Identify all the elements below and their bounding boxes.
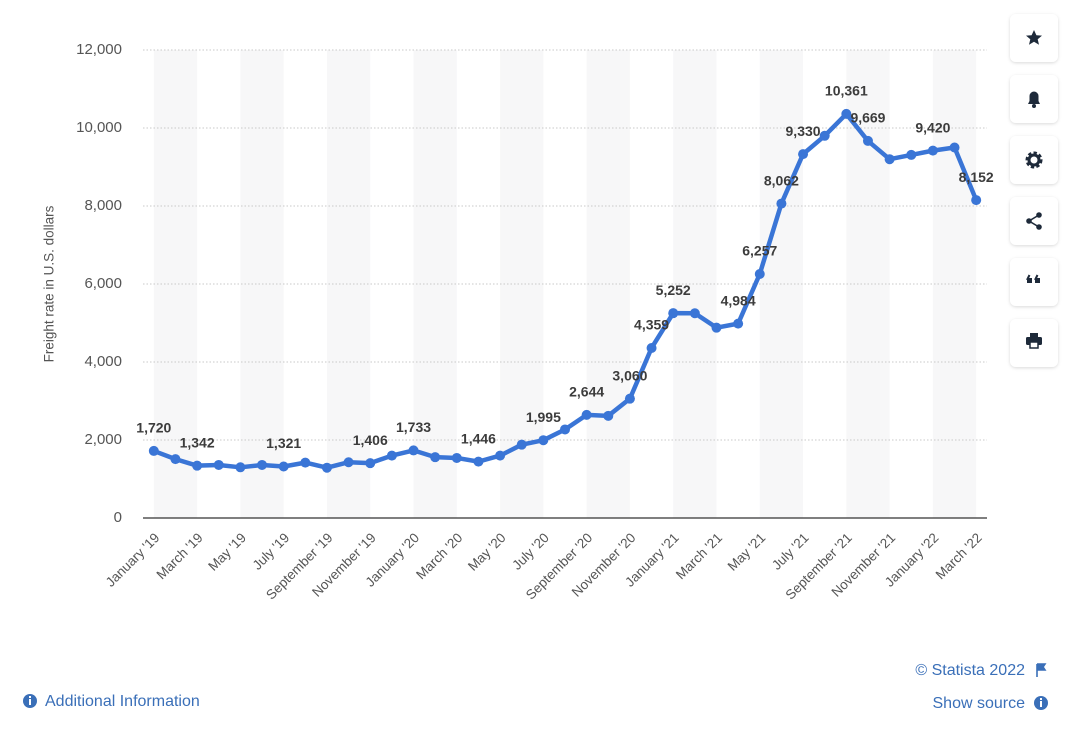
point xyxy=(689,308,700,319)
x-tick-label: March '19 xyxy=(154,530,206,582)
y-tick-label: 8,000 xyxy=(84,197,122,214)
value-label: 8,152 xyxy=(959,169,994,185)
flag-icon xyxy=(1036,663,1047,677)
point xyxy=(819,130,830,141)
x-tick-label: July '21 xyxy=(769,530,812,573)
point xyxy=(927,145,938,156)
point xyxy=(538,435,549,446)
value-label: 9,669 xyxy=(850,110,885,126)
point xyxy=(430,452,441,463)
point xyxy=(451,452,462,463)
value-label: 4,359 xyxy=(634,317,669,333)
x-tick-label: March '22 xyxy=(933,530,985,582)
point xyxy=(148,445,159,456)
x-tick-label: July '19 xyxy=(250,530,293,573)
alert-button[interactable] xyxy=(1010,75,1058,123)
x-tick-label: May '20 xyxy=(465,530,509,574)
show-source-link[interactable]: Show source xyxy=(933,695,1026,712)
copyright: © Statista 2022 xyxy=(915,662,1025,679)
y-tick-label: 6,000 xyxy=(84,275,122,292)
x-tick-label: May '21 xyxy=(725,530,769,574)
point xyxy=(841,108,852,119)
point xyxy=(321,462,332,473)
x-tick-label: March '21 xyxy=(673,530,725,582)
value-label: 1,342 xyxy=(180,434,215,450)
column-band xyxy=(932,50,977,518)
y-tick-label: 2,000 xyxy=(84,431,122,448)
point xyxy=(278,461,289,472)
value-label: 9,420 xyxy=(915,119,950,135)
value-label: 1,733 xyxy=(396,419,431,435)
column-band xyxy=(673,50,717,518)
additional-info[interactable]: Additional Information xyxy=(23,693,200,710)
value-label: 8,062 xyxy=(764,172,799,188)
point xyxy=(560,424,570,435)
point xyxy=(711,322,722,333)
y-axis-label: Freight rate in U.S. dollars xyxy=(42,205,57,362)
point xyxy=(949,142,960,153)
point xyxy=(733,318,744,329)
value-label: 10,361 xyxy=(825,83,868,99)
point xyxy=(213,459,224,470)
column-band xyxy=(326,50,371,518)
settings-button[interactable] xyxy=(1010,136,1058,184)
value-label: 4,984 xyxy=(721,292,756,308)
value-label: 5,252 xyxy=(656,282,691,298)
point xyxy=(365,458,376,469)
point xyxy=(170,454,181,465)
point xyxy=(257,459,268,470)
point xyxy=(798,149,809,160)
point xyxy=(408,445,419,456)
point xyxy=(971,195,982,206)
value-label: 9,330 xyxy=(786,123,821,139)
value-label: 1,406 xyxy=(353,432,388,448)
cite-button[interactable] xyxy=(1010,258,1058,306)
point xyxy=(192,460,203,471)
y-tick-label: 12,000 xyxy=(76,41,122,58)
point xyxy=(884,154,895,165)
y-tick-label: 4,000 xyxy=(84,353,122,370)
print-button[interactable] xyxy=(1010,319,1058,367)
x-tick-label: July '20 xyxy=(509,530,552,573)
value-label: 1,446 xyxy=(461,430,496,446)
point xyxy=(235,462,246,473)
point xyxy=(668,308,679,319)
point xyxy=(624,393,635,404)
share-button[interactable] xyxy=(1010,197,1058,245)
value-label: 6,257 xyxy=(742,243,777,259)
point xyxy=(776,198,787,209)
value-label: 1,720 xyxy=(136,420,171,436)
point xyxy=(300,457,311,468)
additional-info-link[interactable]: Additional Information xyxy=(45,693,200,710)
value-label: 2,644 xyxy=(569,384,604,400)
point xyxy=(754,268,765,279)
point xyxy=(646,342,657,353)
x-tick-label: May '19 xyxy=(205,530,249,574)
point xyxy=(343,457,354,468)
point xyxy=(862,135,873,146)
point xyxy=(516,439,527,450)
value-label: 1,995 xyxy=(526,409,561,425)
x-tick-label: January '19 xyxy=(103,530,163,590)
point xyxy=(386,450,397,461)
value-label: 1,321 xyxy=(266,435,301,451)
y-tick-label: 10,000 xyxy=(76,119,122,136)
point xyxy=(603,410,614,421)
point xyxy=(473,456,484,467)
y-tick-label: 0 xyxy=(114,509,122,526)
show-source[interactable]: Show source xyxy=(933,695,1049,712)
x-tick-label: March '20 xyxy=(413,530,465,582)
point xyxy=(495,450,506,461)
value-label: 3,060 xyxy=(612,367,647,383)
favorite-button[interactable] xyxy=(1010,14,1058,62)
point xyxy=(906,149,917,160)
point xyxy=(581,409,592,420)
toolbar xyxy=(1010,14,1058,367)
